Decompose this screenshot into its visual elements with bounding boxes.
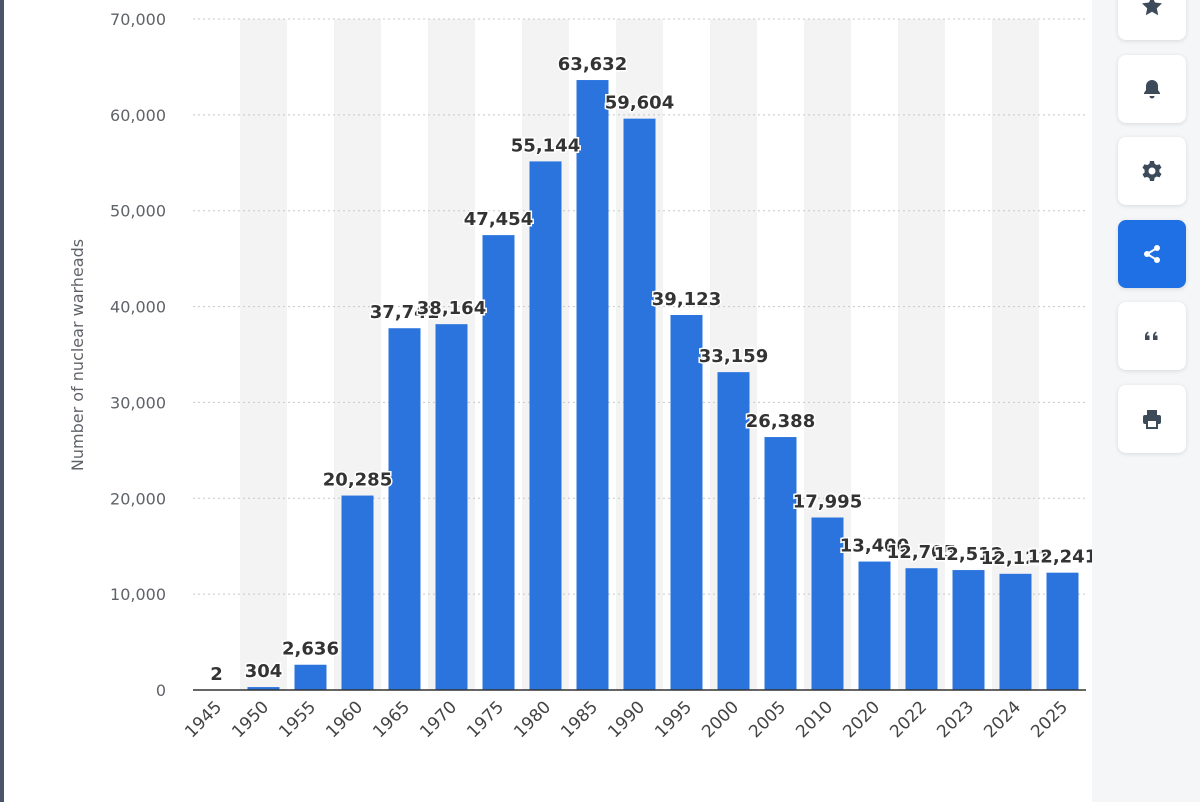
data-label: 304	[245, 661, 283, 682]
cite-button[interactable]	[1118, 302, 1186, 370]
y-tick-label: 40,000	[110, 298, 166, 317]
bar-chart: 0 10,000 20,000 30,000 40,000 50,000 60,000 70,…	[68, 10, 1092, 742]
bar[interactable]	[576, 80, 609, 691]
data-label: 12,512	[934, 544, 1003, 565]
x-tick-label: 2005	[745, 697, 790, 742]
bar[interactable]	[341, 495, 374, 690]
bar[interactable]	[623, 118, 656, 691]
x-tick-label: 2025	[1027, 697, 1072, 742]
x-tick-label: 2010	[792, 697, 837, 742]
x-tick-label: 2024	[980, 697, 1025, 742]
x-axis-ticks: 1945 1950 1955 1960 1965 1970 1975 1980 1985 1990…	[181, 697, 1072, 742]
data-label: 39,123	[652, 289, 721, 310]
x-tick-label: 1985	[557, 697, 602, 742]
bar[interactable]	[811, 517, 844, 690]
y-tick-label: 20,000	[110, 489, 166, 508]
x-tick-label: 2022	[886, 697, 931, 742]
data-label: 12,121	[981, 548, 1050, 569]
bar[interactable]	[952, 570, 985, 690]
data-label: 2,636	[282, 639, 339, 660]
data-label: 12,705	[887, 542, 956, 563]
bar[interactable]	[670, 314, 703, 690]
data-label: 20,285	[323, 470, 392, 491]
y-axis-label: Number of nuclear warheads	[68, 239, 87, 471]
bar[interactable]	[999, 573, 1032, 690]
y-axis-ticks: 0 10,000 20,000 30,000 40,000 50,000 60,000 70,…	[110, 10, 166, 700]
star-icon	[1142, 0, 1162, 16]
data-label: 38,164	[417, 298, 486, 319]
x-tick-label: 1970	[416, 697, 461, 742]
bar[interactable]	[529, 161, 562, 690]
print-button[interactable]	[1118, 385, 1186, 453]
bar[interactable]	[717, 372, 750, 690]
data-label: 13,400	[840, 536, 909, 557]
x-tick-label: 1975	[463, 697, 508, 742]
x-tick-label: 1945	[181, 697, 226, 742]
window-edge	[0, 0, 4, 802]
bar[interactable]	[482, 235, 515, 690]
x-tick-label: 2020	[839, 697, 884, 742]
gear-icon	[1142, 161, 1162, 181]
quote-icon	[1145, 331, 1158, 340]
y-tick-label: 30,000	[110, 393, 166, 412]
x-tick-label: 1950	[228, 697, 273, 742]
data-label: 33,159	[699, 346, 768, 367]
x-tick-label: 1990	[604, 697, 649, 742]
y-tick-label: 10,000	[110, 585, 166, 604]
notification-button[interactable]	[1118, 55, 1186, 123]
bars	[200, 80, 1079, 691]
data-label: 37,741	[370, 302, 439, 323]
x-tick-label: 1955	[275, 697, 320, 742]
bar[interactable]	[294, 664, 327, 690]
bar[interactable]	[435, 324, 468, 690]
data-label: 55,144	[511, 135, 580, 156]
data-label: 63,632	[558, 54, 627, 75]
x-tick-label: 2023	[933, 697, 978, 742]
x-tick-label: 1965	[369, 697, 414, 742]
share-icon	[1144, 245, 1160, 263]
settings-button[interactable]	[1118, 137, 1186, 205]
x-tick-label: 2000	[698, 697, 743, 742]
x-tick-label: 1980	[510, 697, 555, 742]
share-button[interactable]	[1118, 220, 1186, 288]
bar[interactable]	[858, 561, 891, 690]
data-label: 26,388	[746, 411, 815, 432]
data-label: 47,454	[464, 209, 533, 230]
data-label: 59,604	[605, 93, 674, 114]
bell-icon	[1144, 80, 1160, 99]
y-tick-label: 70,000	[110, 10, 166, 29]
bar[interactable]	[388, 328, 421, 690]
x-tick-label: 1960	[322, 697, 367, 742]
data-label: 17,995	[793, 492, 862, 513]
y-tick-label: 50,000	[110, 202, 166, 221]
data-label: 2	[210, 664, 223, 685]
printer-icon	[1143, 410, 1161, 429]
bar[interactable]	[905, 568, 938, 690]
bar[interactable]	[247, 687, 280, 690]
data-label: 12,241	[1028, 547, 1092, 568]
y-tick-label: 0	[156, 681, 166, 700]
x-tick-label: 1995	[651, 697, 696, 742]
category-band	[240, 19, 287, 690]
y-tick-label: 60,000	[110, 106, 166, 125]
favorite-button[interactable]	[1118, 0, 1186, 40]
bar[interactable]	[1046, 572, 1079, 690]
bar[interactable]	[764, 437, 797, 690]
